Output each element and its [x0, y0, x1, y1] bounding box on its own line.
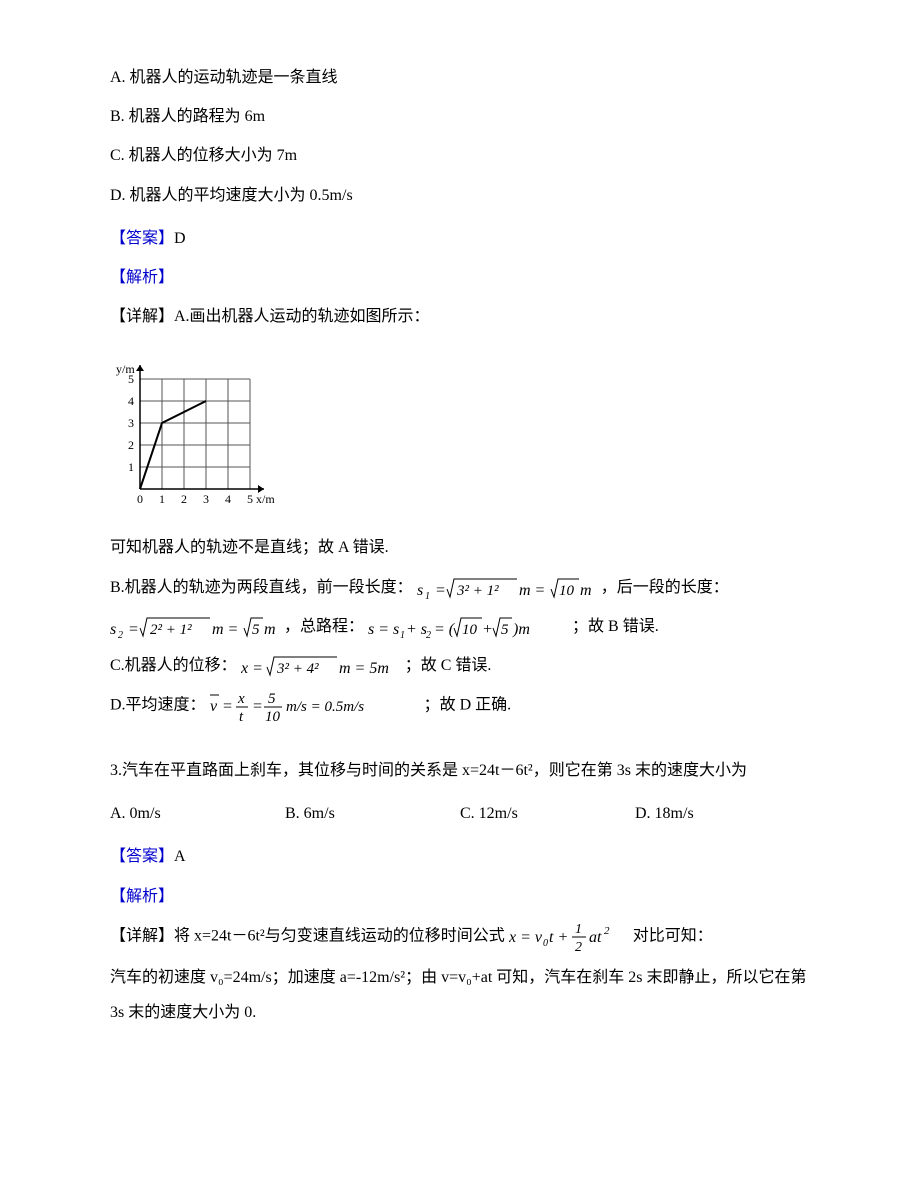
q2-b-prefix: B.机器人的轨迹为两段直线，前一段长度：	[110, 579, 413, 596]
q2-c-prefix: C.机器人的位移：	[110, 657, 237, 674]
q2-detail-a: 【详解】A.画出机器人运动的轨迹如图所示：	[110, 299, 810, 334]
svg-text:2: 2	[118, 630, 123, 640]
answer-value: A	[174, 848, 186, 865]
svg-text:2: 2	[426, 630, 431, 640]
svg-text:m: m	[264, 621, 276, 638]
svg-text:5: 5	[252, 622, 260, 638]
trajectory-chart: x/my/m01234512345	[110, 344, 810, 514]
svg-text:1: 1	[575, 922, 582, 937]
svg-text:m = 5m: m = 5m	[339, 660, 389, 677]
svg-text:0: 0	[137, 492, 143, 506]
svg-text:10: 10	[462, 622, 478, 638]
svg-text:4: 4	[225, 492, 231, 506]
q2-conclusion-a: 可知机器人的轨迹不是直线；故 A 错误.	[110, 530, 810, 565]
svg-text:10: 10	[559, 583, 575, 599]
q3-analysis-label: 【解析】	[110, 879, 810, 914]
svg-text:x/m: x/m	[256, 492, 275, 506]
svg-text:)m: )m	[512, 621, 530, 638]
q3-answer: 【答案】A	[110, 839, 810, 874]
option-a: A. 机器人的运动轨迹是一条直线	[110, 60, 810, 95]
q3-options-row: A. 0m/s B. 6m/s C. 12m/s D. 18m/s	[110, 796, 810, 831]
formula-s1: s 1 = 3² + 1² m = 10 m	[417, 579, 601, 596]
q3-detail-prefix: 【详解】将 x=24t－6t²与匀变速直线运动的位移时间公式	[110, 927, 505, 944]
q2-detail-c: C.机器人的位移： x = 3² + 4² m = 5m ；故 C 错误.	[110, 648, 810, 683]
q2-answer: 【答案】D	[110, 221, 810, 256]
svg-text:=: =	[435, 582, 446, 599]
svg-text:3² + 4²: 3² + 4²	[276, 661, 319, 677]
q2-analysis-label: 【解析】	[110, 260, 810, 295]
q3-detail-2: 汽车的初速度 v₀=24m/s；加速度 a=-12m/s²；由 v=v₀+at …	[110, 960, 810, 1030]
svg-text:5: 5	[128, 372, 134, 386]
svg-text:t: t	[239, 709, 244, 725]
q2-detail-b: B.机器人的轨迹为两段直线，前一段长度： s 1 = 3² + 1² m = 1…	[110, 570, 810, 605]
svg-text:= (: = (	[434, 621, 456, 638]
formula-vbar: v = x t = 5 10 m/s = 0.5m/s	[210, 697, 424, 714]
svg-text:3² + 1²: 3² + 1²	[456, 583, 499, 599]
q2-b-suffix: ，后一段的长度：	[601, 579, 729, 596]
svg-text:2: 2	[604, 925, 610, 937]
svg-text:1: 1	[128, 460, 134, 474]
svg-text:s: s	[417, 582, 423, 599]
svg-text:2² + 1²: 2² + 1²	[150, 622, 192, 638]
svg-text:=: =	[222, 698, 233, 715]
svg-text:3: 3	[203, 492, 209, 506]
q3-detail-suffix: 对比可知：	[633, 927, 713, 944]
answer-label: 【答案】	[110, 848, 174, 865]
option-d: D. 机器人的平均速度大小为 0.5m/s	[110, 178, 810, 213]
q2-b2-end: ；故 B 错误.	[572, 618, 659, 635]
svg-text:s: s	[110, 621, 116, 638]
q3-option-c: C. 12m/s	[460, 796, 635, 831]
svg-text:0: 0	[543, 938, 548, 949]
svg-text:=: =	[252, 698, 263, 715]
svg-text:x = v: x = v	[509, 929, 543, 946]
option-c: C. 机器人的位移大小为 7m	[110, 138, 810, 173]
svg-text:+: +	[482, 621, 493, 638]
q2-b2-mid: ，总路程：	[284, 618, 364, 635]
formula-x: x = 3² + 4² m = 5m	[241, 657, 405, 674]
q3-option-a: A. 0m/s	[110, 796, 285, 831]
svg-text:t +: t +	[549, 929, 568, 946]
svg-text:x =: x =	[241, 660, 263, 677]
svg-text:1: 1	[425, 591, 430, 601]
answer-label: 【答案】	[110, 230, 174, 247]
svg-text:m =: m =	[519, 582, 545, 599]
svg-text:x: x	[237, 691, 245, 707]
svg-text:1: 1	[400, 630, 405, 640]
svg-text:v: v	[210, 698, 218, 715]
svg-text:2: 2	[128, 438, 134, 452]
svg-text:4: 4	[128, 394, 134, 408]
svg-text:at: at	[589, 929, 602, 946]
answer-value: D	[174, 230, 186, 247]
q3-option-d: D. 18m/s	[635, 796, 810, 831]
svg-text:2: 2	[181, 492, 187, 506]
svg-text:5: 5	[501, 622, 509, 638]
q2-detail-d: D.平均速度： v = x t = 5 10 m/s = 0.5m/s ；故 D…	[110, 687, 810, 725]
q3-detail-1: 【详解】将 x=24t－6t²与匀变速直线运动的位移时间公式 x = v 0 t…	[110, 918, 810, 956]
svg-text:m: m	[580, 582, 592, 599]
svg-text:s = s: s = s	[368, 621, 399, 638]
q3-option-b: B. 6m/s	[285, 796, 460, 831]
formula-s-total: s = s 1 + s 2 = ( 10 + 5 )m	[368, 618, 572, 635]
q2-d-prefix: D.平均速度：	[110, 697, 206, 714]
option-b: B. 机器人的路程为 6m	[110, 99, 810, 134]
q2-detail-b2: s 2 = 2² + 1² m = 5 m ，总路程： s = s 1 + s …	[110, 609, 810, 644]
svg-text:+ s: + s	[406, 621, 427, 638]
q3-stem: 3.汽车在平直路面上刹车，其位移与时间的关系是 x=24t－6t²，则它在第 3…	[110, 753, 810, 788]
formula-s2: s 2 = 2² + 1² m = 5 m	[110, 618, 284, 635]
svg-text:5: 5	[247, 492, 253, 506]
svg-text:=: =	[128, 621, 139, 638]
svg-text:m =: m =	[212, 621, 238, 638]
svg-text:10: 10	[265, 709, 281, 725]
svg-text:5: 5	[268, 691, 276, 707]
svg-text:1: 1	[159, 492, 165, 506]
formula-xvat: x = v 0 t + 1 2 at 2	[509, 927, 633, 944]
svg-text:3: 3	[128, 416, 134, 430]
q2-d-end: ；故 D 正确.	[424, 697, 512, 714]
svg-text:2: 2	[575, 940, 582, 955]
svg-text:m/s = 0.5m/s: m/s = 0.5m/s	[286, 699, 364, 715]
q2-c-end: ；故 C 错误.	[405, 657, 492, 674]
